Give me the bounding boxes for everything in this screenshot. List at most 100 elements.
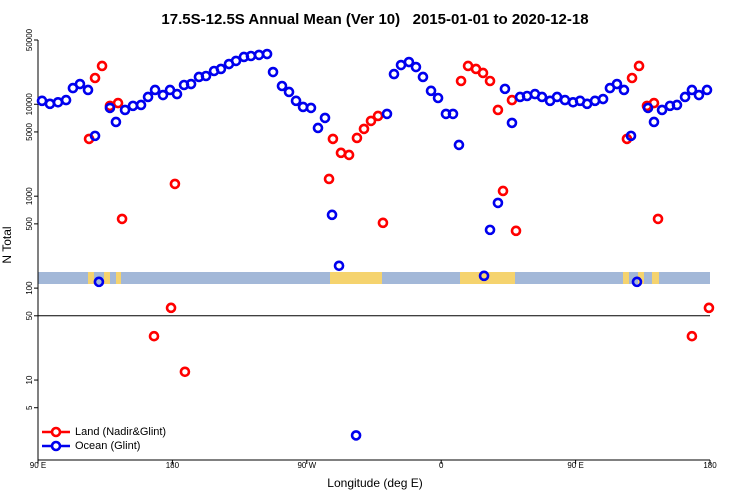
point bbox=[477, 67, 489, 79]
point bbox=[165, 302, 177, 314]
point bbox=[93, 276, 105, 288]
point bbox=[351, 132, 363, 144]
point bbox=[425, 85, 437, 97]
point bbox=[656, 104, 668, 116]
point bbox=[447, 108, 459, 120]
point bbox=[679, 91, 691, 103]
point bbox=[350, 430, 362, 441]
point bbox=[112, 97, 124, 109]
legend-marker bbox=[50, 440, 62, 452]
point bbox=[484, 75, 496, 87]
point bbox=[261, 48, 273, 60]
point bbox=[626, 72, 638, 84]
x-tick-label: 180 bbox=[166, 461, 180, 470]
point bbox=[701, 84, 713, 96]
point bbox=[343, 149, 355, 161]
point bbox=[618, 84, 630, 96]
point bbox=[276, 80, 288, 92]
y-tick-label: 10 bbox=[25, 375, 34, 384]
point bbox=[110, 116, 122, 128]
point bbox=[169, 178, 181, 190]
point bbox=[200, 70, 212, 82]
point bbox=[693, 89, 705, 101]
point bbox=[510, 225, 522, 237]
point bbox=[652, 213, 664, 225]
point bbox=[506, 117, 518, 129]
point bbox=[230, 55, 242, 67]
point bbox=[410, 61, 422, 73]
point bbox=[327, 133, 339, 145]
point bbox=[388, 68, 400, 80]
point bbox=[703, 302, 715, 314]
point bbox=[642, 102, 654, 114]
point bbox=[455, 75, 467, 87]
point bbox=[417, 71, 429, 83]
point bbox=[142, 91, 154, 103]
point bbox=[60, 94, 72, 106]
y-tick-label: 1000 bbox=[25, 187, 34, 205]
point bbox=[536, 91, 548, 103]
point bbox=[499, 83, 511, 95]
point bbox=[686, 84, 698, 96]
point bbox=[631, 276, 643, 288]
legend-label: Land (Nadir&Glint) bbox=[75, 426, 166, 438]
point bbox=[319, 112, 331, 124]
point bbox=[432, 92, 444, 104]
point bbox=[104, 102, 116, 114]
x-tick-label: 0 bbox=[439, 461, 444, 470]
point bbox=[611, 78, 623, 90]
point bbox=[365, 115, 377, 127]
point bbox=[89, 72, 101, 84]
point bbox=[484, 224, 496, 236]
point bbox=[267, 66, 279, 78]
point bbox=[127, 100, 139, 112]
point bbox=[148, 330, 160, 342]
point bbox=[245, 50, 257, 62]
point bbox=[625, 130, 637, 142]
legend-marker bbox=[50, 426, 62, 438]
y-tick-label: 500 bbox=[25, 217, 34, 231]
point bbox=[89, 130, 101, 142]
point bbox=[82, 84, 94, 96]
point bbox=[648, 116, 660, 128]
point bbox=[305, 102, 317, 114]
point bbox=[372, 110, 384, 122]
x-tick-label: 180 bbox=[703, 461, 717, 470]
point bbox=[671, 99, 683, 111]
point bbox=[377, 217, 389, 229]
point bbox=[74, 78, 86, 90]
x-axis-label: Longitude (deg E) bbox=[327, 476, 422, 490]
y-tick-label: 50000 bbox=[25, 28, 34, 51]
point bbox=[253, 49, 265, 61]
point bbox=[326, 209, 338, 221]
point bbox=[497, 185, 509, 197]
point bbox=[323, 173, 335, 185]
point bbox=[358, 123, 370, 135]
legend-label: Ocean (Glint) bbox=[75, 440, 140, 452]
point bbox=[185, 78, 197, 90]
point bbox=[381, 108, 393, 120]
point bbox=[403, 56, 415, 68]
y-tick-label: 5 bbox=[25, 405, 34, 410]
point bbox=[492, 104, 504, 116]
point bbox=[283, 86, 295, 98]
point bbox=[312, 122, 324, 134]
point bbox=[478, 270, 490, 282]
point bbox=[597, 93, 609, 105]
point bbox=[492, 197, 504, 209]
x-tick-label: 90 E bbox=[30, 461, 46, 470]
y-tick-label: 10000 bbox=[25, 93, 34, 116]
point bbox=[335, 147, 347, 159]
point bbox=[135, 99, 147, 111]
point bbox=[453, 139, 465, 151]
point bbox=[149, 84, 161, 96]
surface-mask-strip bbox=[38, 272, 710, 284]
chart-title: 17.5S-12.5S Annual Mean (Ver 10) 2015-01… bbox=[161, 11, 588, 28]
point bbox=[686, 330, 698, 342]
point bbox=[44, 98, 56, 110]
point bbox=[290, 95, 302, 107]
point bbox=[119, 104, 131, 116]
point bbox=[589, 95, 601, 107]
y-axis-label: N Total bbox=[0, 226, 14, 263]
